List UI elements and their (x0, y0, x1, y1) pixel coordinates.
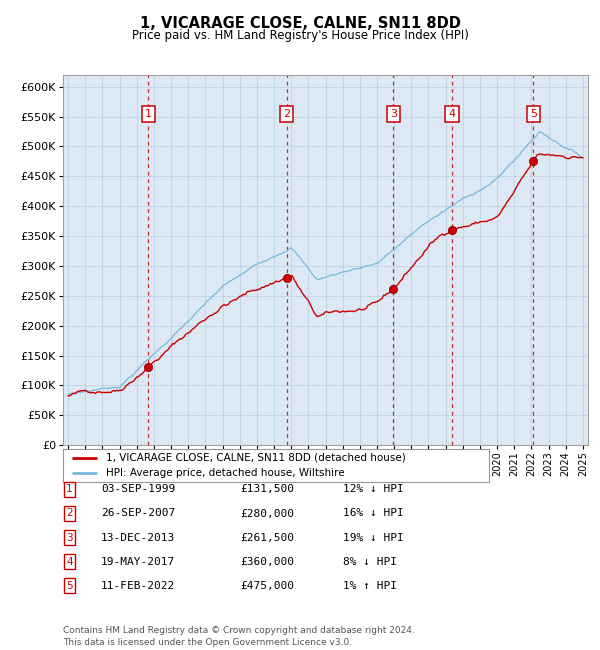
Text: 19% ↓ HPI: 19% ↓ HPI (343, 532, 404, 543)
Text: 3: 3 (66, 532, 73, 543)
Text: 1, VICARAGE CLOSE, CALNE, SN11 8DD: 1, VICARAGE CLOSE, CALNE, SN11 8DD (140, 16, 460, 31)
Text: 2: 2 (66, 508, 73, 519)
Text: £280,000: £280,000 (240, 508, 294, 519)
Text: 5: 5 (530, 109, 537, 119)
Text: 3: 3 (390, 109, 397, 119)
Text: HPI: Average price, detached house, Wiltshire: HPI: Average price, detached house, Wilt… (106, 468, 344, 478)
Text: 12% ↓ HPI: 12% ↓ HPI (343, 484, 404, 495)
Text: Contains HM Land Registry data © Crown copyright and database right 2024.
This d: Contains HM Land Registry data © Crown c… (63, 626, 415, 647)
Text: 1: 1 (145, 109, 152, 119)
Text: £475,000: £475,000 (240, 580, 294, 591)
Text: 1, VICARAGE CLOSE, CALNE, SN11 8DD (detached house): 1, VICARAGE CLOSE, CALNE, SN11 8DD (deta… (106, 452, 406, 463)
Text: 16% ↓ HPI: 16% ↓ HPI (343, 508, 404, 519)
Text: Price paid vs. HM Land Registry's House Price Index (HPI): Price paid vs. HM Land Registry's House … (131, 29, 469, 42)
Text: £131,500: £131,500 (240, 484, 294, 495)
Text: 1% ↑ HPI: 1% ↑ HPI (343, 580, 397, 591)
Text: 19-MAY-2017: 19-MAY-2017 (101, 556, 175, 567)
Text: £360,000: £360,000 (240, 556, 294, 567)
Text: 1: 1 (66, 484, 73, 495)
Text: 5: 5 (66, 580, 73, 591)
Text: 8% ↓ HPI: 8% ↓ HPI (343, 556, 397, 567)
Text: 26-SEP-2007: 26-SEP-2007 (101, 508, 175, 519)
Text: 2: 2 (283, 109, 290, 119)
Text: 11-FEB-2022: 11-FEB-2022 (101, 580, 175, 591)
Text: 03-SEP-1999: 03-SEP-1999 (101, 484, 175, 495)
Text: 4: 4 (449, 109, 455, 119)
Text: 4: 4 (66, 556, 73, 567)
Text: £261,500: £261,500 (240, 532, 294, 543)
Text: 13-DEC-2013: 13-DEC-2013 (101, 532, 175, 543)
